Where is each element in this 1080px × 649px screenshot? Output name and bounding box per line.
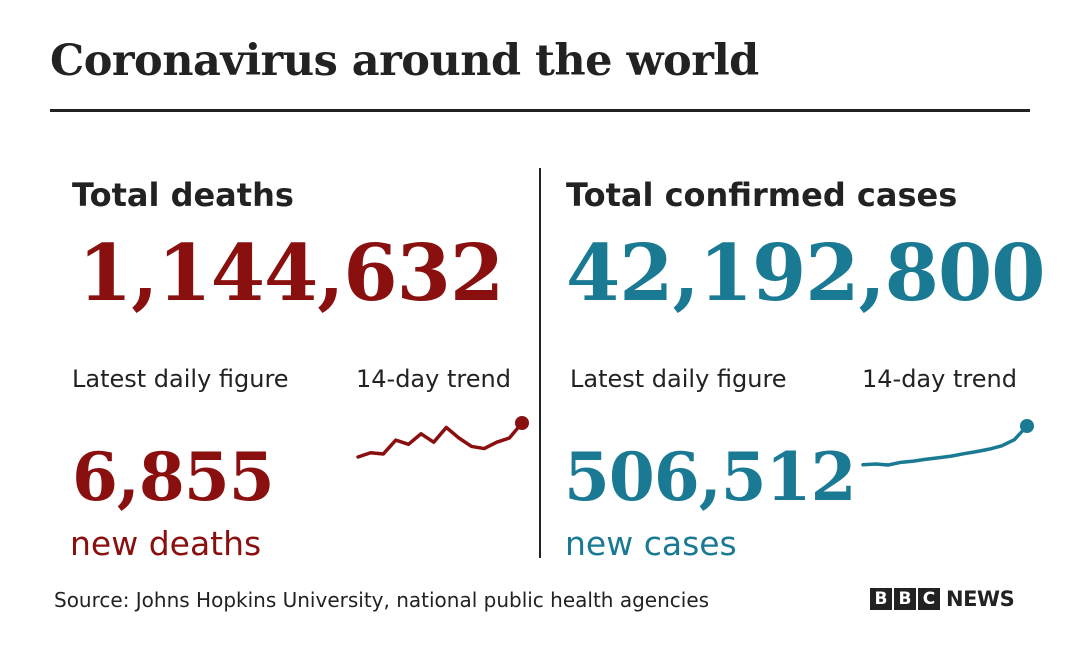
bbc-logo-letter: C bbox=[918, 588, 940, 610]
bbc-logo-letter: B bbox=[870, 588, 892, 610]
page-title: Coronavirus around the world bbox=[50, 36, 759, 86]
deaths-daily-label: Latest daily figure bbox=[72, 365, 289, 393]
total-cases-value: 42,192,800 bbox=[566, 228, 1045, 319]
bbc-news-logo: B B C NEWS bbox=[870, 587, 1015, 611]
deaths-trend-endpoint bbox=[515, 416, 529, 430]
cases-trend-label: 14-day trend bbox=[862, 365, 1017, 393]
deaths-trend-label: 14-day trend bbox=[356, 365, 511, 393]
total-deaths-value: 1,144,632 bbox=[78, 228, 504, 319]
deaths-trend-line bbox=[356, 421, 524, 459]
daily-cases-unit: new cases bbox=[565, 524, 737, 563]
cases-daily-label: Latest daily figure bbox=[570, 365, 787, 393]
cases-trend-sparkline bbox=[861, 419, 1034, 467]
daily-deaths-value: 6,855 bbox=[72, 438, 275, 516]
daily-deaths-unit: new deaths bbox=[70, 524, 262, 563]
cases-trend-line bbox=[861, 424, 1029, 467]
bbc-logo-letter: B bbox=[894, 588, 916, 610]
title-rule bbox=[50, 109, 1030, 112]
deaths-trend-sparkline bbox=[356, 416, 529, 459]
bbc-logo-word: NEWS bbox=[946, 587, 1015, 611]
cases-trend-endpoint bbox=[1020, 419, 1034, 433]
cases-label: Total confirmed cases bbox=[566, 176, 958, 214]
source-note: Source: Johns Hopkins University, nation… bbox=[54, 588, 710, 612]
daily-cases-value: 506,512 bbox=[564, 438, 857, 516]
panel-divider bbox=[539, 168, 541, 558]
deaths-label: Total deaths bbox=[72, 176, 294, 214]
